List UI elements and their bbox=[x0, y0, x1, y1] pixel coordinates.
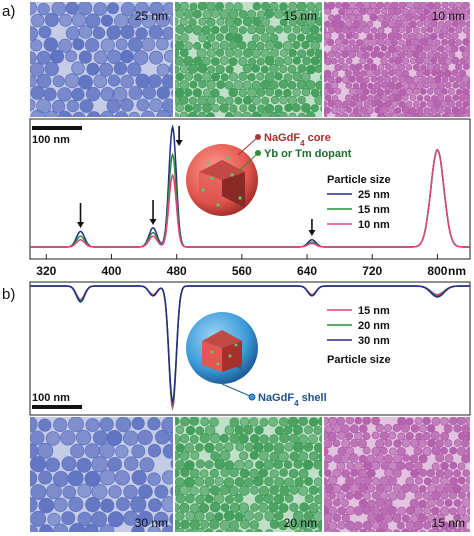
core-suffix: core bbox=[305, 132, 331, 144]
svg-text:NaGdF4 core: NaGdF4 core bbox=[264, 132, 331, 148]
tem-a-3-label: 10 nm bbox=[432, 9, 465, 23]
dopant-callout: Yb or Tm dopant bbox=[239, 148, 352, 171]
tem-image-a-1: 25 nm bbox=[30, 2, 173, 117]
core-sub: 4 bbox=[300, 139, 305, 148]
peak-arrow-head-4 bbox=[308, 230, 316, 236]
shell-callout: NaGdF4 shell bbox=[221, 383, 327, 408]
shell-label: NaGdF bbox=[258, 392, 294, 404]
x-tick-label-7: 800 bbox=[427, 264, 447, 278]
scalebar-b-label: 100 nm bbox=[32, 392, 70, 404]
tem-b-2-label: 20 nm bbox=[284, 516, 317, 530]
legend-a: Particle size 25 nm 15 nm 10 nm bbox=[327, 174, 391, 231]
core-sphere-illustration bbox=[186, 144, 258, 216]
tem-image-b-1: 30 nm bbox=[30, 417, 173, 532]
shell-suffix: shell bbox=[299, 392, 327, 404]
core-label: NaGdF bbox=[264, 132, 300, 144]
peak-arrow-head-1 bbox=[77, 222, 85, 228]
x-tick-label-4: 560 bbox=[232, 264, 252, 278]
x-axis-unit: nm bbox=[448, 264, 466, 278]
legend-a-entry-1: 25 nm bbox=[358, 189, 390, 201]
scalebar-b: 100 nm bbox=[32, 392, 82, 409]
tem-a-2-label: 15 nm bbox=[284, 9, 317, 23]
shell-sphere-illustration bbox=[186, 312, 258, 384]
series-b-line-3 bbox=[30, 285, 470, 405]
tem-image-a-2: 15 nm bbox=[175, 2, 322, 117]
scalebar-a-label: 100 nm bbox=[32, 134, 70, 146]
x-tick-label-3: 480 bbox=[167, 264, 187, 278]
legend-b-entry-1: 15 nm bbox=[358, 305, 390, 317]
legend-b-entry-2: 20 nm bbox=[358, 320, 390, 332]
tem-image-b-2: 20 nm bbox=[175, 417, 322, 532]
legend-a-entry-3: 10 nm bbox=[358, 219, 390, 231]
tem-image-b-3: 15 nm bbox=[324, 417, 470, 532]
svg-text:NaGdF4 shell: NaGdF4 shell bbox=[258, 392, 327, 408]
legend-b-entry-3: 30 nm bbox=[358, 335, 390, 347]
dopant-label: Yb or Tm dopant bbox=[264, 148, 352, 160]
tem-b-3-label: 15 nm bbox=[432, 516, 465, 530]
legend-b: 15 nm 20 nm 30 nm Particle size bbox=[327, 305, 391, 366]
tem-a-1-label: 25 nm bbox=[135, 9, 168, 23]
peak-arrow-head-2 bbox=[149, 219, 157, 225]
tem-image-a-3: 10 nm bbox=[324, 2, 470, 117]
panel-a-letter: a) bbox=[2, 3, 15, 20]
scalebar-a: 100 nm bbox=[32, 126, 82, 146]
legend-a-entry-2: 15 nm bbox=[358, 204, 390, 216]
x-tick-label-5: 640 bbox=[297, 264, 317, 278]
panel-b-letter: b) bbox=[2, 286, 15, 303]
peak-arrow-head-3 bbox=[175, 140, 183, 146]
legend-b-title: Particle size bbox=[327, 354, 391, 366]
x-tick-label-6: 720 bbox=[362, 264, 382, 278]
shell-sub: 4 bbox=[294, 399, 299, 408]
x-tick-label-1: 320 bbox=[36, 264, 56, 278]
series-a-line-3 bbox=[30, 148, 470, 248]
chart-a: 320 400 480 560 640 720 800 nm bbox=[29, 118, 471, 278]
x-tick-label-2: 400 bbox=[101, 264, 121, 278]
core-callout: NaGdF4 core bbox=[237, 132, 331, 156]
chart-b bbox=[29, 281, 471, 416]
legend-a-title: Particle size bbox=[327, 174, 391, 186]
tem-b-1-label: 30 nm bbox=[135, 516, 168, 530]
